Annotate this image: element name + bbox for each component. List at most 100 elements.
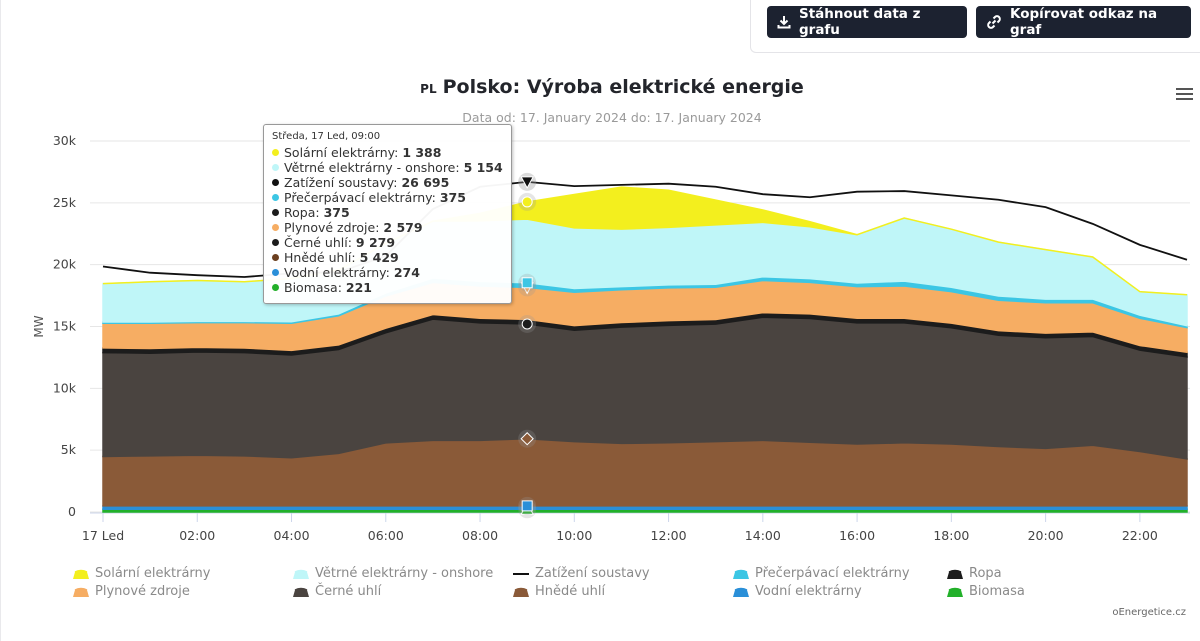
legend-symbol	[733, 569, 749, 579]
tooltip-row-hnede-uhli: Hnědé uhlí: 5 429	[272, 250, 503, 265]
tooltip-series-value: 26 695	[401, 175, 450, 190]
tooltip-dot	[272, 224, 279, 231]
tooltip-dot	[272, 194, 279, 201]
legend-label: Biomasa	[969, 584, 1025, 599]
legend-item-biomasa[interactable]: Biomasa	[947, 584, 1025, 599]
hover-marker	[521, 196, 533, 208]
tooltip-dot	[272, 254, 279, 261]
y-tick-label: 5k	[61, 442, 77, 457]
x-tick-label: 06:00	[368, 528, 404, 543]
chart-credit[interactable]: oEnergetice.cz	[1112, 607, 1186, 618]
tooltip-series-value: 9 279	[355, 235, 396, 250]
country-flag-code: PL	[420, 82, 437, 96]
chart-title: PL Polsko: Výroba elektrické energie	[0, 76, 1200, 98]
legend-label: Přečerpávací elektrárny	[755, 566, 910, 581]
tooltip-series-name: Plynové zdroje:	[284, 220, 384, 235]
hover-marker	[521, 318, 533, 330]
chart-title-text: Polsko: Výroba elektrické energie	[442, 76, 804, 98]
tooltip-series-value: 1 388	[402, 145, 442, 160]
hover-marker	[521, 500, 533, 512]
hover-marker	[521, 277, 533, 289]
legend-label: Hnědé uhlí	[535, 584, 606, 599]
tooltip-dot	[272, 209, 279, 216]
tooltip-row-vodni-elektrarny: Vodní elektrárny: 274	[272, 265, 503, 280]
legend-item-vetrne-elektrarny-onshore[interactable]: Větrné elektrárny - onshore	[293, 566, 493, 581]
tooltip-series-value: 375	[323, 205, 350, 220]
tooltip-row-cerne-uhli: Černé uhlí: 9 279	[272, 235, 503, 250]
legend-symbol	[73, 569, 89, 579]
tooltip-header: Středa, 17 Led, 09:00	[272, 131, 381, 142]
legend-item-precerpavaci-elektrarny[interactable]: Přečerpávací elektrárny	[733, 566, 910, 581]
legend-symbol	[947, 587, 963, 597]
legend-label: Plynové zdroje	[95, 584, 190, 599]
tooltip-series-value: 221	[345, 280, 372, 295]
legend-symbol	[513, 587, 529, 597]
copy-link-label: Kopírovat odkaz na graf	[1010, 6, 1158, 38]
tooltip-row-zatizeni-soustavy: Zatížení soustavy: 26 695	[272, 175, 503, 190]
x-tick-label: 12:00	[651, 528, 687, 543]
page-border	[0, 0, 1, 641]
tooltip-dot	[272, 239, 279, 246]
tooltip-series-value: 375	[439, 190, 466, 205]
legend-item-cerne-uhli[interactable]: Černé uhlí	[293, 584, 381, 599]
x-tick-label: 20:00	[1028, 528, 1064, 543]
tooltip-row-precerpavaci-elektrarny: Přečerpávací elektrárny: 375	[272, 190, 503, 205]
legend-label: Ropa	[969, 566, 1002, 581]
legend-item-solarni-elektrarny[interactable]: Solární elektrárny	[73, 566, 210, 581]
legend-symbol	[293, 587, 309, 597]
download-data-label: Stáhnout data z grafu	[799, 6, 921, 38]
tooltip-series-name: Větrné elektrárny - onshore:	[284, 160, 464, 175]
tooltip-dot	[272, 179, 279, 186]
tooltip-series-name: Biomasa:	[284, 280, 346, 295]
tooltip-row-plynove-zdroje: Plynové zdroje: 2 579	[272, 220, 503, 235]
legend-item-vodni-elektrarny[interactable]: Vodní elektrárny	[733, 584, 862, 599]
legend-item-hnede-uhli[interactable]: Hnědé uhlí	[513, 584, 605, 599]
x-tick-label: 14:00	[745, 528, 781, 543]
link-icon	[987, 15, 1001, 29]
x-tick-label: 08:00	[462, 528, 498, 543]
x-tick-label: 04:00	[274, 528, 310, 543]
tooltip-series-name: Zatížení soustavy:	[284, 175, 402, 190]
hover-marker	[520, 432, 534, 446]
y-tick-label: 15k	[53, 319, 77, 334]
y-tick-label: 20k	[53, 257, 77, 272]
tooltip-dot	[272, 284, 279, 291]
legend-label: Solární elektrárny	[95, 566, 211, 581]
x-tick-label: 17 Led	[82, 528, 124, 543]
tooltip-series-value: 274	[393, 265, 420, 280]
chart-tooltip: Středa, 17 Led, 09:00 Solární elektrárny…	[263, 124, 512, 304]
x-tick-label: 18:00	[933, 528, 969, 543]
tooltip-series-name: Hnědé uhlí:	[284, 250, 360, 265]
tooltip-row-biomasa: Biomasa: 221	[272, 280, 503, 295]
download-icon	[777, 16, 791, 29]
legend-label: Černé uhlí	[315, 584, 382, 599]
tooltip-row-solarni-elektrarny: Solární elektrárny: 1 388	[272, 145, 503, 160]
legend-symbol	[733, 587, 749, 597]
tooltip-dot	[272, 164, 279, 171]
y-tick-label: 30k	[53, 133, 77, 148]
tooltip-row-ropa: Ropa: 375	[272, 205, 503, 220]
x-tick-label: 16:00	[839, 528, 875, 543]
chart-menu-icon[interactable]	[1176, 88, 1193, 102]
y-tick-label: 25k	[53, 195, 77, 210]
tooltip-series-name: Vodní elektrárny:	[284, 265, 394, 280]
legend-symbol	[513, 572, 529, 575]
tooltip-row-vetrne-elektrarny-onshore: Větrné elektrárny - onshore: 5 154	[272, 160, 503, 175]
legend-item-ropa[interactable]: Ropa	[947, 566, 1002, 581]
legend-item-zatizeni-soustavy[interactable]: Zatížení soustavy	[513, 566, 650, 581]
download-data-button[interactable]: Stáhnout data z grafu	[767, 6, 967, 38]
y-tick-label: 0	[68, 504, 76, 519]
copy-link-button[interactable]: Kopírovat odkaz na graf	[976, 6, 1191, 38]
legend-label: Vodní elektrárny	[755, 584, 862, 599]
tooltip-dot	[272, 149, 279, 156]
tooltip-dot	[272, 269, 279, 276]
legend-item-plynove-zdroje[interactable]: Plynové zdroje	[73, 584, 190, 599]
tooltip-series-name: Solární elektrárny:	[284, 145, 403, 160]
legend-symbol	[947, 569, 963, 579]
x-tick-label: 02:00	[179, 528, 215, 543]
tooltip-series-name: Černé uhlí:	[284, 235, 356, 250]
legend-label: Větrné elektrárny - onshore	[315, 566, 494, 581]
x-tick-label: 22:00	[1122, 528, 1158, 543]
legend-symbol	[293, 569, 309, 579]
legend-label: Zatížení soustavy	[535, 566, 650, 581]
